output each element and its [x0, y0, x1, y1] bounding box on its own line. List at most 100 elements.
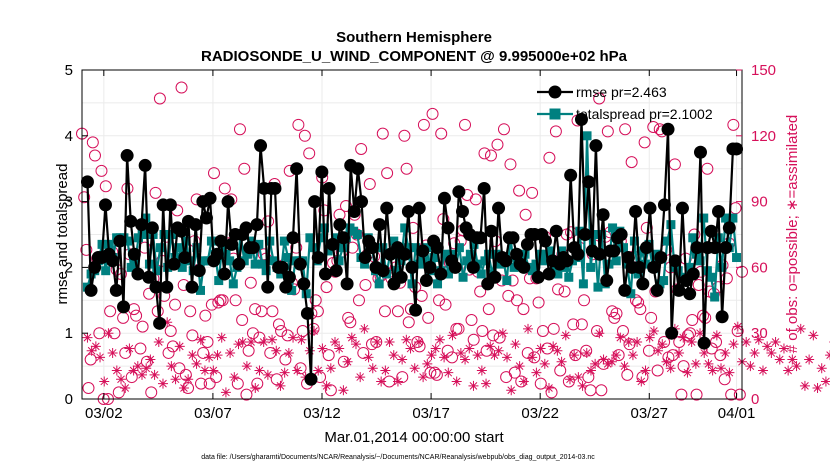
- rmse-point: [174, 224, 188, 238]
- obs-assimilated-point: [359, 323, 370, 334]
- totalspread-point: [433, 279, 443, 289]
- legend-label-rmse: rmse pr=2.463: [576, 84, 667, 100]
- obs-possible-point: [478, 147, 491, 160]
- totalspread-point: [549, 262, 559, 272]
- rmse-point: [621, 251, 635, 265]
- obs-assimilated-point: [799, 380, 810, 391]
- totalspread-point: [713, 233, 723, 243]
- obs-possible-point: [143, 287, 156, 300]
- totalspread-point: [721, 213, 731, 223]
- obs-possible-point: [175, 81, 188, 94]
- obs-possible-point: [125, 371, 138, 384]
- obs-assimilated-point: [791, 361, 802, 372]
- rmse-point: [492, 201, 506, 215]
- totalspread-point: [330, 233, 340, 243]
- obs-assimilated-point: [267, 334, 278, 345]
- obs-assimilated-point: [90, 341, 101, 352]
- rmse-point: [715, 310, 729, 324]
- obs-assimilated-point: [602, 358, 613, 369]
- obs-possible-point: [601, 125, 614, 138]
- obs-possible-point: [417, 118, 430, 131]
- obs-assimilated-point: [392, 376, 403, 387]
- obs-assimilated-point: [309, 326, 320, 337]
- obs-possible-point: [80, 243, 93, 256]
- obs-assimilated-point: [619, 361, 630, 372]
- totalspread-point: [695, 256, 705, 266]
- obs-assimilated-point: [636, 376, 647, 387]
- obs-assimilated-point: [157, 378, 168, 389]
- rmse-point: [246, 241, 260, 255]
- obs-possible-point: [208, 167, 220, 180]
- obs-assimilated-point: [455, 347, 466, 358]
- obs-assimilated-point: [728, 339, 739, 350]
- rmse-point: [293, 257, 307, 271]
- x-tick-label: 03/12: [303, 405, 341, 422]
- obs-possible-point: [422, 311, 435, 324]
- y-tick-label: 4: [65, 128, 73, 145]
- rmse-point: [531, 270, 545, 284]
- obs-possible-point: [552, 283, 565, 296]
- x-tick-label: 03/07: [194, 405, 232, 422]
- obs-assimilated-point: [246, 336, 257, 347]
- obs-possible-point: [262, 215, 275, 228]
- obs-assimilated-point: [560, 330, 571, 341]
- rmse-point: [160, 280, 174, 294]
- rmse-point: [686, 267, 700, 281]
- obs-assimilated-point: [384, 336, 395, 347]
- obs-possible-point: [666, 349, 679, 362]
- rmse-point: [355, 195, 369, 209]
- obs-assimilated-point: [472, 350, 483, 361]
- obs-assimilated-point: [661, 356, 672, 367]
- totalspread-point: [684, 262, 694, 272]
- obs-assimilated-point: [527, 352, 538, 363]
- totalspread-point: [582, 131, 592, 141]
- rmse-point: [636, 277, 650, 291]
- totalspread-point: [152, 266, 162, 276]
- rmse-point: [593, 247, 607, 261]
- rmse-point: [210, 247, 224, 261]
- rmse-point: [189, 218, 203, 232]
- obs-possible-point: [86, 136, 99, 149]
- obs-possible-point: [619, 123, 632, 136]
- obs-possible-point: [229, 294, 242, 307]
- rmse-point: [214, 234, 228, 248]
- obs-assimilated-point: [489, 350, 500, 361]
- obs-assimilated-point: [716, 363, 727, 374]
- rmse-point: [88, 260, 102, 274]
- obs-assimilated-point: [644, 332, 655, 343]
- obs-assimilated-point: [732, 321, 743, 332]
- obs-assimilated-point: [460, 354, 471, 365]
- rmse-point: [629, 204, 643, 218]
- totalspread-point: [403, 243, 413, 253]
- obs-assimilated-point: [762, 341, 773, 352]
- obs-assimilated-point: [594, 328, 605, 339]
- obs-assimilated-point: [162, 317, 173, 328]
- obs-assimilated-point: [573, 372, 584, 383]
- obs-possible-point: [435, 127, 448, 140]
- totalspread-point: [688, 233, 698, 243]
- obs-assimilated-point: [355, 372, 366, 383]
- obs-assimilated-point: [418, 372, 429, 383]
- totalspread-point: [352, 230, 362, 239]
- obs-assimilated-point: [556, 356, 567, 367]
- totalspread-point: [316, 233, 326, 243]
- totalspread-point: [531, 259, 541, 269]
- rmse-point: [452, 185, 466, 199]
- totalspread-point: [732, 253, 742, 263]
- totalspread-point: [338, 243, 348, 253]
- rmse-point: [380, 201, 394, 215]
- obs-possible-point: [355, 142, 368, 155]
- obs-possible-point: [136, 320, 149, 333]
- rmse-point: [326, 237, 340, 251]
- obs-assimilated-point: [321, 380, 332, 391]
- totalspread-point: [250, 259, 260, 269]
- obs-assimilated-point: [577, 380, 588, 391]
- rmse-point: [217, 267, 231, 281]
- rmse-point: [203, 191, 217, 205]
- obs-assimilated-point: [275, 380, 286, 391]
- obs-assimilated-point: [535, 343, 546, 354]
- rmse-point: [120, 149, 134, 163]
- obs-possible-point: [513, 184, 526, 197]
- obs-assimilated-point: [216, 332, 227, 343]
- obs-assimilated-point: [367, 363, 378, 374]
